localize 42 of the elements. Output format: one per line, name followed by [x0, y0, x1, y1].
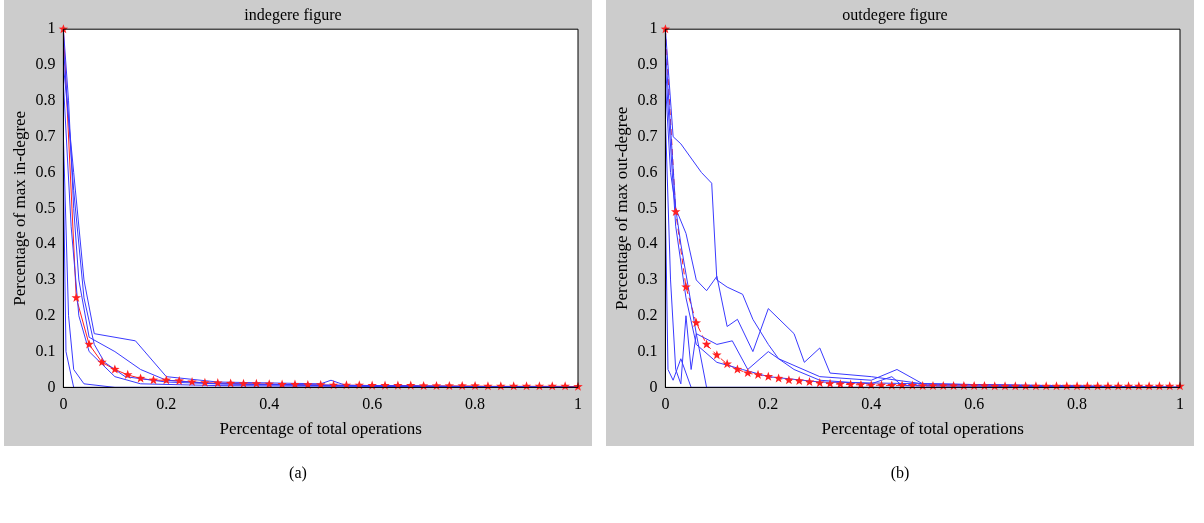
x-tick-label: 1: [1176, 395, 1184, 413]
y-axis-title: Percentage of max in-degree: [9, 110, 29, 306]
x-tick-label: 0.8: [1067, 395, 1088, 413]
x-tick-label: 0.4: [861, 395, 882, 413]
x-tick-label: 0.4: [259, 395, 280, 413]
x-tick-label: 0.8: [465, 395, 486, 413]
y-tick-label: 0.1: [35, 341, 56, 359]
y-tick-label: 0: [649, 377, 658, 395]
text: (b): [889, 464, 911, 482]
x-tick-label: 0: [59, 395, 68, 413]
x-tick-label: 0.2: [156, 395, 177, 413]
y-axis-title: Percentage of max out-degree: [611, 106, 631, 311]
x-axis-title: Percentage of total operations: [821, 419, 1024, 439]
y-tick-label: 0.4: [637, 234, 658, 252]
y-tick-label: 0.6: [35, 162, 56, 180]
chart-title: outdegere figure: [842, 5, 948, 24]
y-tick-label: 0.3: [35, 270, 56, 288]
x-tick-label: 0.2: [758, 395, 779, 413]
y-tick-label: 1: [649, 19, 658, 37]
x-axis-title: Percentage of total operations: [219, 419, 422, 439]
y-tick-label: 0.5: [35, 198, 56, 216]
y-tick-label: 0.7: [35, 126, 56, 144]
x-tick-label: 1: [574, 395, 582, 413]
y-tick-label: 0.6: [637, 162, 658, 180]
y-tick-label: 1: [47, 19, 56, 37]
chart-title: indegere figure: [244, 5, 342, 24]
y-tick-label: 0.9: [35, 55, 56, 73]
y-tick-label: 0.5: [637, 198, 658, 216]
y-tick-label: 0.7: [637, 126, 658, 144]
y-tick-label: 0.3: [637, 270, 658, 288]
y-tick-label: 0.1: [637, 341, 658, 359]
x-tick-label: 0: [661, 395, 670, 413]
y-tick-label: 0.4: [35, 234, 56, 252]
text: (a): [288, 464, 308, 482]
y-tick-label: 0: [47, 377, 56, 395]
x-tick-label: 0.6: [964, 395, 985, 413]
y-tick-label: 0.2: [35, 305, 56, 323]
y-tick-label: 0.2: [637, 305, 658, 323]
y-tick-label: 0.8: [637, 91, 658, 109]
y-tick-label: 0.8: [35, 91, 56, 109]
x-tick-label: 0.6: [362, 395, 383, 413]
y-tick-label: 0.9: [637, 55, 658, 73]
